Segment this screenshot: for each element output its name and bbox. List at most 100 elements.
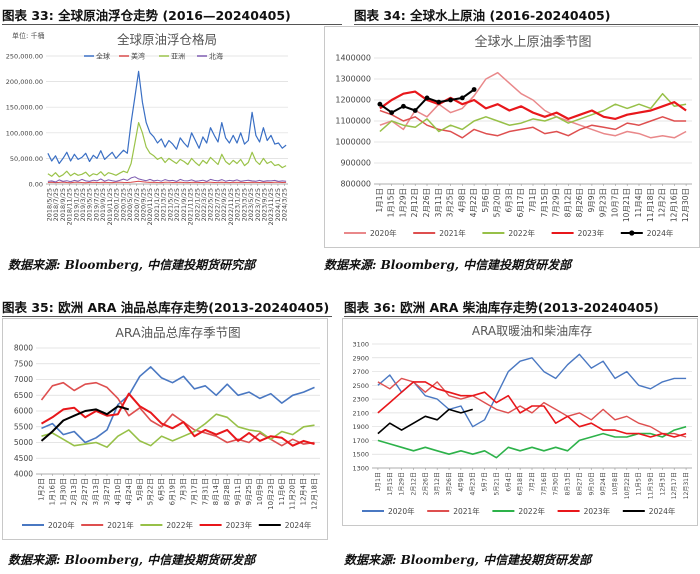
- series-line: [377, 381, 687, 438]
- x-tick-label: 2021/7/25: [173, 188, 181, 221]
- x-tick-label: 6月19日: [169, 478, 177, 505]
- y-tick-label: 150,000.00: [6, 104, 43, 112]
- y-tick-label: 2100: [352, 409, 369, 417]
- figure-caption-33: 图表 33: 全球原油浮仓走势 (2016—20240405): [2, 8, 291, 23]
- x-tick-label: 3月27日: [103, 478, 111, 505]
- x-tick-label: 4月10日: [114, 478, 122, 505]
- chart-panel-34: 全球水上原油季节图 800000 900000 1000000 1100000 12000…: [324, 26, 700, 248]
- y-tick-label: 1300: [352, 465, 369, 473]
- x-tick-label: 9月23日: [599, 188, 608, 217]
- y-tick-label: 4000: [14, 470, 33, 479]
- x-tick-label: 6月3日: [504, 188, 513, 213]
- x-tick-label: 10月8日: [612, 472, 619, 495]
- x-tick-label: 5月21日: [493, 472, 500, 495]
- series-line: [47, 176, 287, 183]
- y-tick-label: 1500: [352, 451, 369, 459]
- legend-label: 2024年: [285, 520, 312, 530]
- caption-divider: [2, 24, 342, 25]
- series-point: [448, 97, 453, 103]
- y-tick-label: 1200000: [335, 96, 371, 105]
- x-tick-label: 2021/1/25: [153, 188, 161, 221]
- x-tick-label: 2022/9/25: [220, 188, 228, 221]
- x-tick-label: 7月17日: [190, 478, 198, 505]
- y-tick-label: 200,000.00: [6, 78, 43, 86]
- x-tick-label: 2月12日: [410, 188, 419, 217]
- y-tick-label: 0.00: [29, 181, 43, 189]
- chart-svg-ara-total: ARA油品总库存季节图 4000 4500 5000 5500 6000 6500 7000 7…: [2, 318, 328, 540]
- x-tick-label: 10月23日: [267, 478, 275, 510]
- figure-caption-34: 图表 34: 全球水上原油 (2016-20240405): [354, 8, 611, 23]
- x-tick-label: 7月29日: [552, 188, 561, 217]
- series-line: [379, 71, 687, 139]
- y-tick-label: 1700: [352, 437, 369, 445]
- x-tick-label: 7月1日: [528, 188, 537, 213]
- x-tick-label: 2020/7/25: [133, 188, 141, 221]
- legend-label: 2023年: [584, 506, 611, 516]
- x-tick-label: 5月7日: [482, 472, 489, 492]
- x-tick-label: 1月1日: [375, 472, 382, 492]
- x-tick-label: 11月18日: [646, 188, 655, 222]
- x-tick-label: 2022/1/25: [193, 188, 201, 221]
- x-tick-label: 2020/9/25: [139, 188, 147, 221]
- y-tick-label: 800000: [340, 180, 371, 189]
- x-tick-label: 6月17日: [516, 188, 525, 217]
- legend-marker: [629, 230, 635, 236]
- x-tick-label: 9月9日: [587, 188, 596, 213]
- series-line: [377, 408, 473, 435]
- x-tick-label: 8月13日: [565, 472, 572, 495]
- x-tick-label: 2019/11/25: [106, 188, 114, 225]
- x-tick-label: 4月22日: [469, 188, 478, 217]
- y-tick-label: 1100000: [335, 117, 371, 126]
- x-tick-label: 11月5日: [636, 472, 643, 495]
- x-tick-label: 7月31日: [201, 478, 209, 505]
- x-tick-label: 2018/7/25: [52, 188, 60, 221]
- legend-label: 北海: [209, 52, 223, 61]
- x-tick-label: 1月2日: [37, 478, 45, 501]
- legend-label: 2021年: [107, 520, 134, 530]
- x-tick-label: 2022/5/25: [207, 188, 215, 221]
- x-tick-label: 7月2日: [529, 472, 536, 492]
- x-tick-label: 2018/5/25: [45, 188, 53, 221]
- x-tick-label: 10月7日: [610, 188, 619, 217]
- legend-label: 2022年: [166, 520, 193, 530]
- x-tick-label: 8月14日: [212, 478, 220, 505]
- x-tick-label: 9月11日: [234, 478, 242, 505]
- x-tick-label: 2023/9/25: [260, 188, 268, 221]
- y-tick-label: 1300000: [335, 75, 371, 84]
- y-tick-label: 1400000: [335, 54, 371, 63]
- x-tick-label: 2024/1/25: [274, 188, 282, 221]
- series-line: [47, 70, 287, 165]
- caption-divider: [354, 24, 698, 25]
- x-tick-label: 5月6日: [481, 188, 490, 213]
- x-tick-label: 2020/11/25: [146, 188, 154, 225]
- x-tick-label: 7月3日: [179, 478, 187, 501]
- x-tick-label: 2018/9/25: [59, 188, 67, 221]
- series-point: [424, 95, 430, 101]
- y-tick-label: 3100: [352, 341, 369, 349]
- chart-border: [324, 26, 700, 248]
- x-tick-label: 9月24日: [600, 472, 607, 495]
- x-tick-label: 2020/5/25: [126, 188, 134, 221]
- x-tick-label: 12月2日: [658, 188, 667, 217]
- x-tick-label: 1月29日: [398, 188, 407, 217]
- x-tick-label: 7月30日: [553, 472, 560, 495]
- legend-label: 2022年: [508, 228, 535, 238]
- series-point: [459, 95, 465, 101]
- x-tick-label: 5月20日: [493, 188, 502, 217]
- series-point: [377, 101, 383, 107]
- series-line: [377, 353, 687, 428]
- legend-label: 全球: [96, 52, 110, 61]
- x-tick-label: 2023/7/25: [254, 188, 262, 221]
- x-tick-label: 8月27日: [576, 472, 583, 495]
- series-line: [40, 405, 130, 442]
- series-point: [401, 103, 406, 109]
- x-tick-label: 8月26日: [575, 188, 584, 217]
- x-tick-label: 1月15日: [387, 472, 394, 495]
- caption-divider: [344, 316, 698, 317]
- y-tick-label: 250,000.00: [6, 53, 43, 61]
- chart-border: [342, 318, 698, 526]
- x-tick-label: 3月25日: [446, 188, 455, 217]
- x-tick-label: 4月9日: [458, 472, 465, 492]
- x-tick-label: 2019/9/25: [99, 188, 107, 221]
- chart-panel-35: ARA油品总库存季节图 4000 4500 5000 5500 6000 6500 7000 7…: [2, 318, 328, 540]
